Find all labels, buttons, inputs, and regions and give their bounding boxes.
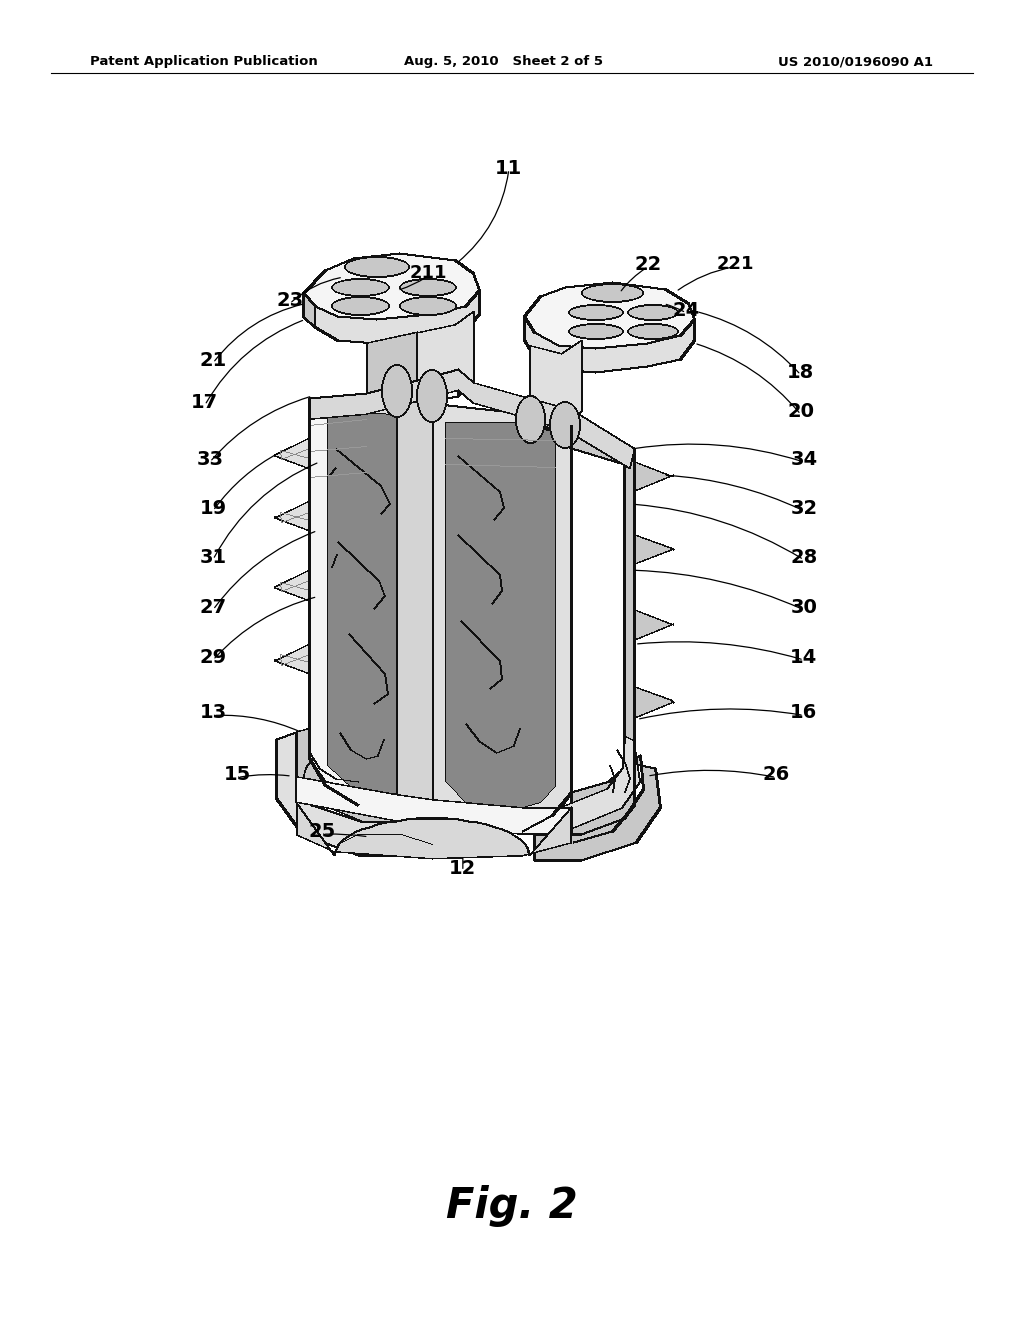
Text: 27: 27	[200, 598, 226, 616]
Text: 22: 22	[635, 255, 662, 273]
Text: 13: 13	[200, 704, 226, 722]
Text: 14: 14	[791, 648, 817, 667]
Text: 34: 34	[791, 450, 817, 469]
Text: 16: 16	[791, 704, 817, 722]
Text: 25: 25	[309, 822, 336, 841]
Text: Aug. 5, 2010   Sheet 2 of 5: Aug. 5, 2010 Sheet 2 of 5	[404, 55, 603, 69]
Text: 29: 29	[200, 648, 226, 667]
Text: 32: 32	[791, 499, 817, 517]
Text: 24: 24	[673, 301, 699, 319]
Text: 20: 20	[787, 403, 814, 421]
Text: 33: 33	[197, 450, 223, 469]
Text: 11: 11	[496, 160, 522, 178]
Text: 30: 30	[791, 598, 817, 616]
Text: 31: 31	[200, 548, 226, 566]
Text: 12: 12	[450, 859, 476, 878]
Text: 26: 26	[763, 766, 790, 784]
Text: 221: 221	[717, 255, 754, 273]
Text: 28: 28	[791, 548, 817, 566]
Text: 15: 15	[224, 766, 251, 784]
Text: Fig. 2: Fig. 2	[446, 1185, 578, 1228]
Text: 19: 19	[200, 499, 226, 517]
Text: US 2010/0196090 A1: US 2010/0196090 A1	[778, 55, 933, 69]
Text: 23: 23	[276, 292, 303, 310]
Text: 17: 17	[191, 393, 218, 412]
Text: 211: 211	[410, 264, 446, 282]
Text: Patent Application Publication: Patent Application Publication	[90, 55, 317, 69]
Text: 21: 21	[200, 351, 226, 370]
Text: 18: 18	[787, 363, 814, 381]
